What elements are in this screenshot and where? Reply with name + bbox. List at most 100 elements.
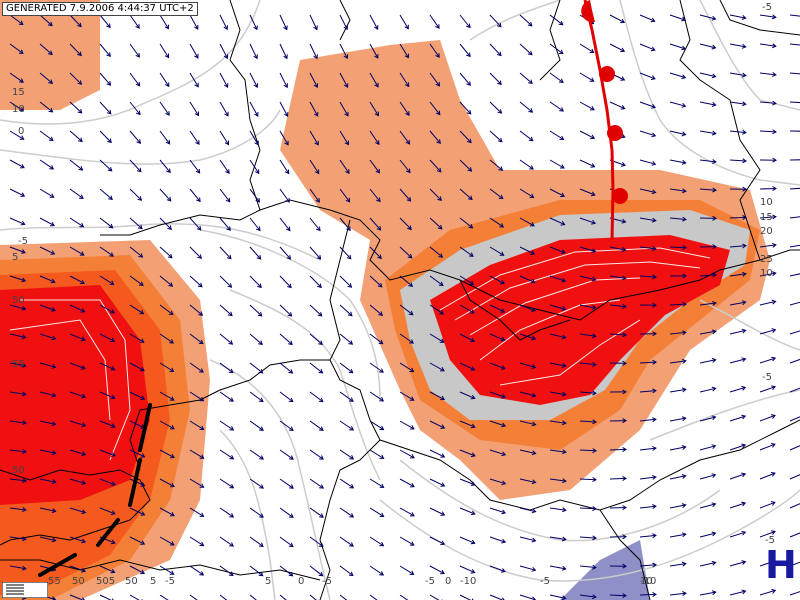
- wind-arrow: [249, 536, 264, 547]
- wind-arrow: [429, 536, 445, 545]
- wind-arrow: [669, 533, 686, 538]
- wind-arrow-head: [527, 50, 533, 56]
- wind-arrow-head: [229, 397, 234, 402]
- wind-arrow-head: [409, 483, 415, 488]
- wind-arrow: [69, 449, 86, 456]
- wind-arrow: [99, 391, 115, 399]
- wind-arrow: [279, 449, 294, 460]
- wind-arrow: [489, 101, 502, 114]
- wind-arrow: [579, 130, 595, 139]
- wind-arrow-head: [772, 242, 777, 248]
- wind-arrow: [9, 43, 24, 54]
- wind-arrow: [99, 101, 112, 115]
- wind-arrow: [459, 565, 475, 574]
- wind-arrow: [669, 475, 686, 480]
- wind-arrow-head: [622, 534, 627, 540]
- wind-arrow: [399, 420, 415, 430]
- svg-text:-5: -5: [762, 2, 772, 13]
- wind-arrow-head: [470, 481, 476, 486]
- wind-arrow-head: [288, 571, 294, 577]
- wind-arrow: [429, 594, 440, 600]
- wind-arrow: [789, 416, 800, 422]
- wind-arrow-head: [682, 245, 687, 251]
- wind-arrow: [699, 562, 716, 567]
- wind-arrow: [39, 217, 55, 227]
- wind-arrow-head: [592, 419, 597, 425]
- wind-arrow: [549, 420, 566, 424]
- wind-arrow: [429, 333, 444, 343]
- wind-arrow: [549, 43, 564, 54]
- wind-arrow: [39, 420, 56, 425]
- wind-arrow: [549, 594, 566, 599]
- wind-arrow: [249, 130, 259, 145]
- wind-arrow: [669, 504, 686, 509]
- wind-arrow: [429, 275, 444, 286]
- wind-arrow-head: [711, 560, 717, 566]
- wind-arrow-head: [81, 393, 87, 399]
- wind-arrow-head: [620, 133, 626, 139]
- wind-arrow-head: [199, 396, 205, 402]
- wind-arrow: [729, 245, 746, 248]
- wind-arrow-head: [228, 340, 234, 345]
- wind-arrow: [279, 246, 291, 260]
- wind-arrow-head: [711, 415, 717, 421]
- wind-arrow-head: [136, 139, 142, 144]
- wind-arrow-head: [20, 192, 26, 197]
- wind-arrow-head: [681, 474, 687, 479]
- wind-arrow-head: [51, 479, 57, 485]
- wind-arrow: [39, 14, 53, 26]
- wind-arrow: [489, 449, 506, 456]
- wind-arrow-head: [19, 78, 24, 83]
- wind-arrow-head: [771, 588, 777, 594]
- svg-text:-5: -5: [425, 576, 435, 587]
- wind-arrow: [549, 391, 566, 396]
- wind-arrow: [639, 188, 656, 193]
- wind-arrow-head: [345, 169, 350, 174]
- wind-arrow: [579, 304, 596, 309]
- wind-arrow-head: [197, 254, 202, 259]
- wind-arrow: [729, 273, 746, 277]
- wind-arrow: [249, 391, 264, 402]
- wind-arrow: [309, 536, 324, 547]
- wind-arrow-head: [681, 561, 687, 567]
- wind-arrow-head: [589, 77, 595, 82]
- wind-arrow: [549, 72, 564, 83]
- wind-arrow-head: [741, 560, 747, 565]
- wind-arrow: [159, 391, 175, 401]
- wind-arrow: [369, 217, 381, 231]
- wind-arrow: [69, 536, 86, 543]
- wind-arrow-head: [772, 186, 777, 192]
- wind-arrow: [159, 217, 172, 230]
- wind-arrow-head: [500, 336, 506, 342]
- wind-arrow: [729, 43, 746, 48]
- wind-arrow: [729, 444, 746, 451]
- wind-arrow: [729, 415, 746, 422]
- wind-arrow-head: [106, 52, 111, 58]
- wind-arrow: [579, 420, 597, 423]
- wind-arrow: [309, 217, 321, 231]
- wind-arrow-head: [497, 80, 502, 86]
- wind-arrow: [759, 357, 776, 364]
- wind-arrow: [459, 14, 471, 28]
- wind-arrow-head: [712, 159, 717, 164]
- wind-arrow: [159, 159, 171, 173]
- contour-labels: 15 10 0 -5 5 55 50 50 10 15 20 25 10 -5 …: [12, 2, 775, 587]
- wind-arrow: [699, 101, 716, 106]
- wind-arrow-head: [409, 512, 415, 517]
- wind-arrow-head: [169, 570, 175, 575]
- wind-arrow: [759, 43, 776, 47]
- wind-arrow: [279, 391, 294, 403]
- wind-arrow: [429, 14, 440, 29]
- wind-arrow-head: [681, 16, 687, 22]
- wind-arrow: [699, 359, 716, 364]
- wind-arrow-head: [199, 454, 205, 459]
- wind-arrow: [369, 478, 384, 488]
- wind-arrow: [489, 478, 506, 485]
- wind-arrow-head: [409, 367, 415, 373]
- wind-arrow: [519, 159, 534, 170]
- wind-arrow-head: [651, 445, 657, 451]
- wind-arrow-head: [314, 169, 320, 175]
- wind-arrow-head: [439, 310, 445, 315]
- wind-arrow-head: [470, 569, 476, 574]
- wind-arrow: [639, 476, 656, 480]
